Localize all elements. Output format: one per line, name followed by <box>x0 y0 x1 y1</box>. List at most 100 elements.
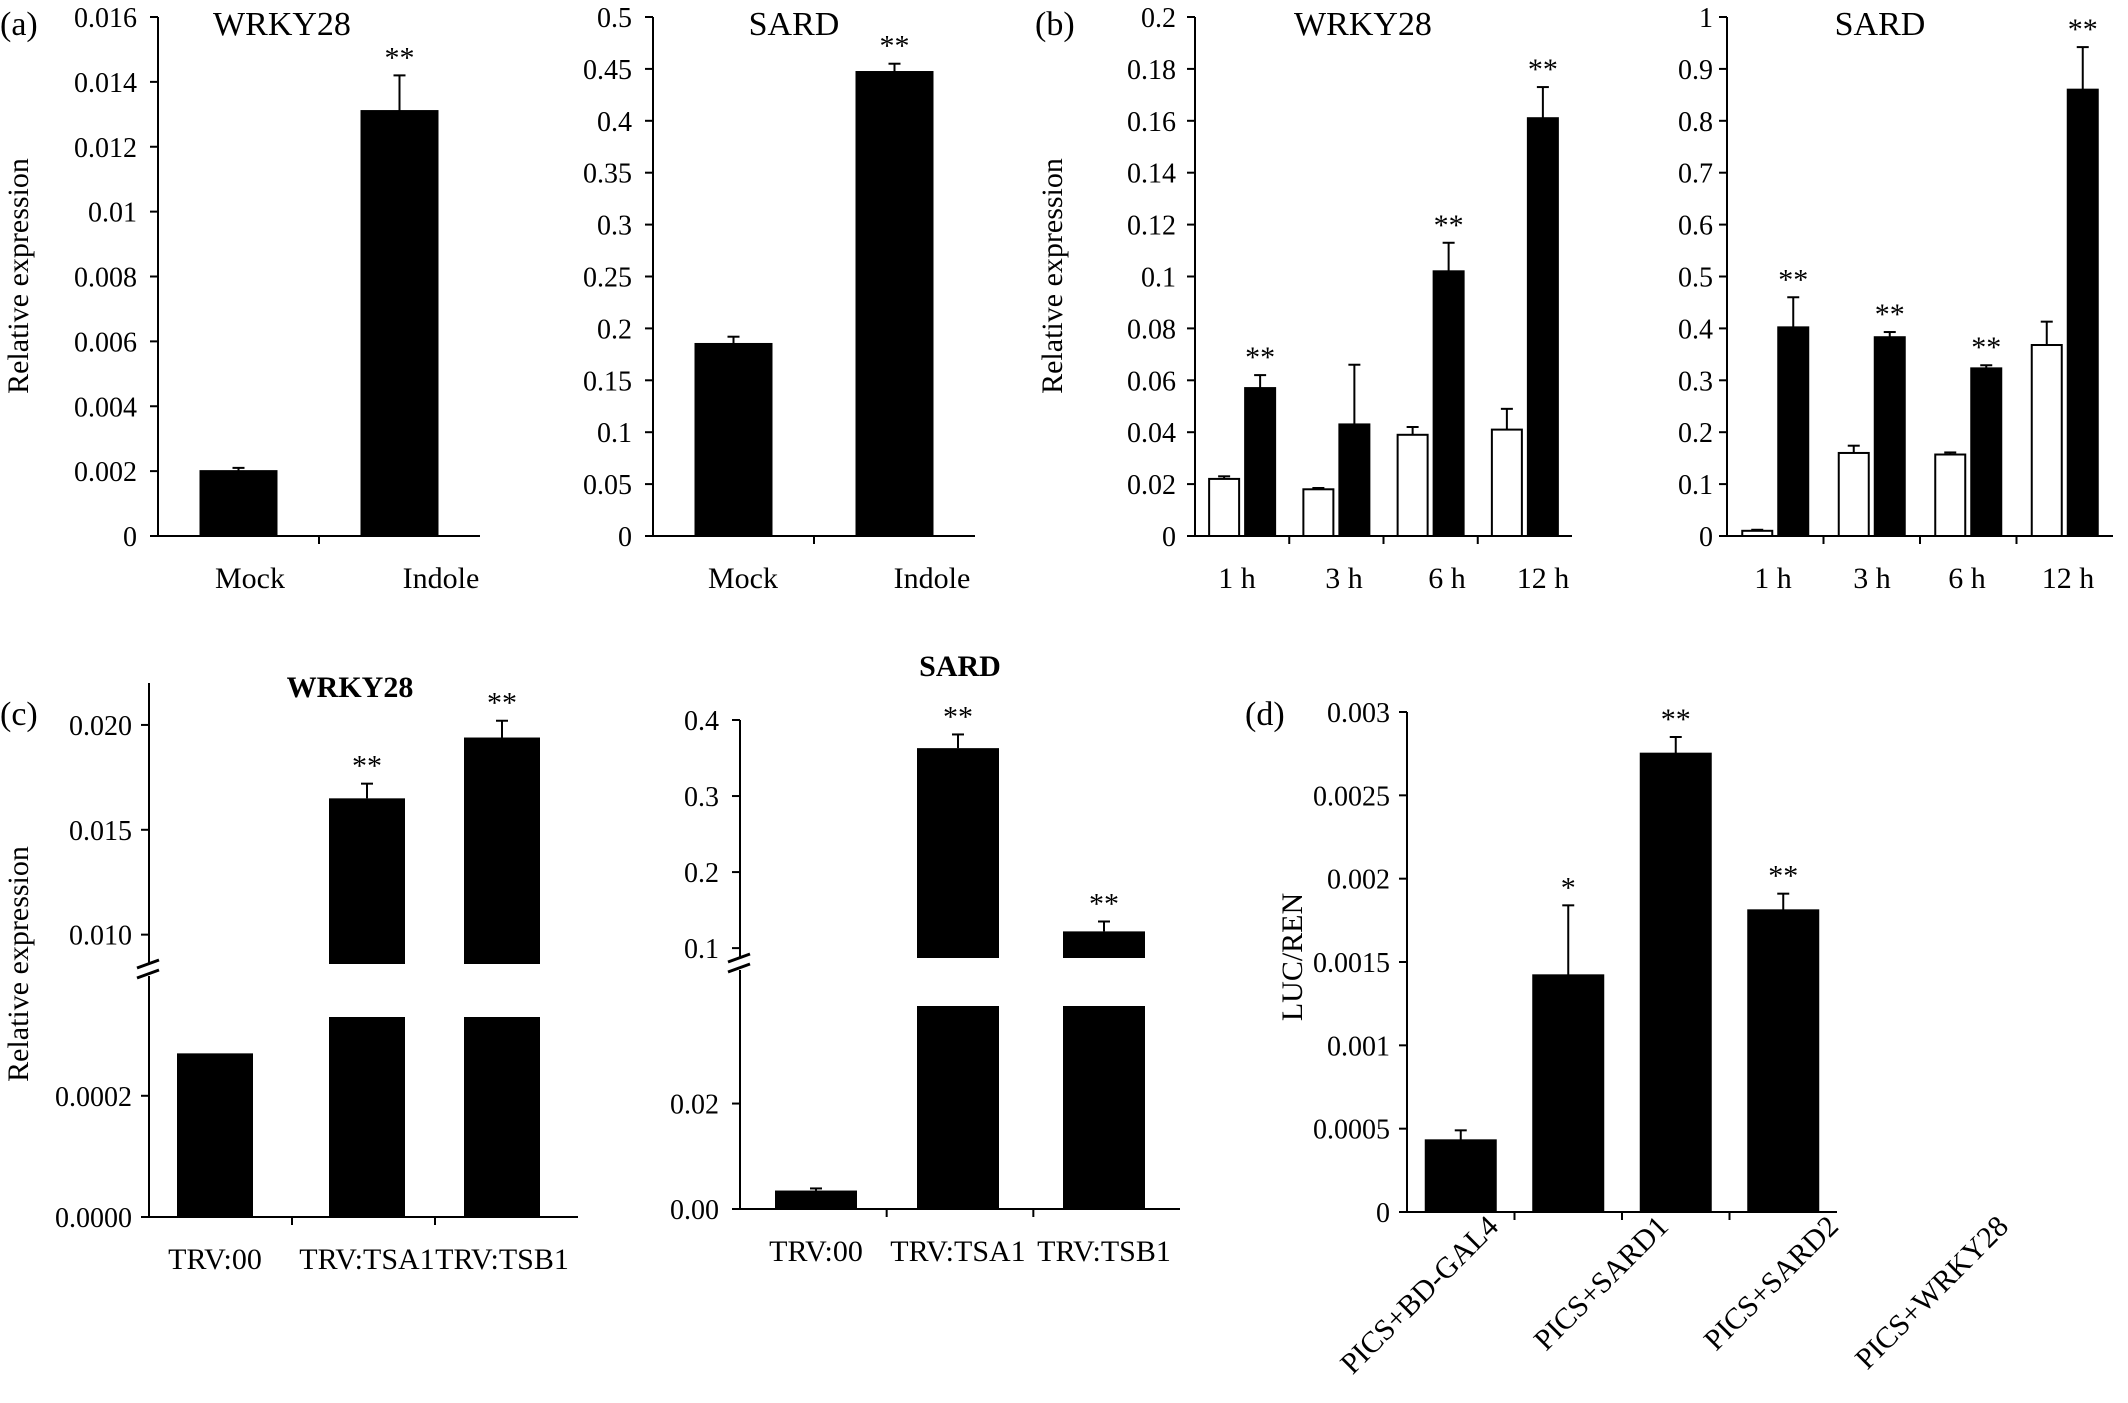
y-tick-label: 0.2 <box>597 314 632 345</box>
bar <box>1208 477 1241 538</box>
significance-marker: ** <box>880 30 910 63</box>
y-tick-label: 0.01 <box>88 198 137 229</box>
y-tick-label: 0.6 <box>1678 211 1713 242</box>
bar-upper-segment <box>464 737 540 964</box>
chart-title: WRKY28 <box>287 671 414 704</box>
significance-marker: ** <box>2068 13 2098 46</box>
y-tick-label: 0.003 <box>1327 698 1390 729</box>
x-category-label: 6 h <box>1948 562 1986 595</box>
y-tick-label: 0.35 <box>583 159 632 190</box>
y-axis-label: Relative expression <box>1036 158 1069 394</box>
y-tick-label: 0.1 <box>1678 470 1713 501</box>
bar <box>1741 529 1774 537</box>
y-tick-label: 0.1 <box>684 934 719 965</box>
y-tick-label: 0.006 <box>74 327 137 358</box>
x-category-label: 12 h <box>1517 562 1570 595</box>
bar <box>1934 453 1967 537</box>
y-tick-label: 0.2 <box>1141 3 1176 34</box>
x-category-label: 12 h <box>2042 562 2095 595</box>
bar <box>2030 344 2063 537</box>
bar-upper-segment <box>329 798 405 964</box>
y-tick-label: 0.0000 <box>55 1203 132 1234</box>
x-category-label: TRV:TSA1 <box>890 1235 1025 1268</box>
bar <box>199 470 278 537</box>
y-tick-label: 0.004 <box>74 392 137 423</box>
bar <box>1777 326 1810 537</box>
chart-title: SARD <box>1835 6 1926 43</box>
y-tick-label: 0.06 <box>1127 366 1176 397</box>
y-tick-label: 0.001 <box>1327 1031 1390 1062</box>
y-tick-label: 0.002 <box>74 457 137 488</box>
significance-marker: ** <box>1245 341 1275 374</box>
bar <box>855 71 934 537</box>
x-category-label: PICS+WRKY28 <box>1849 1210 2015 1376</box>
bar <box>1837 451 1870 537</box>
panel-label: (b) <box>1035 6 1075 43</box>
y-tick-label: 0.3 <box>1678 366 1713 397</box>
y-tick-label: 0.0005 <box>1313 1115 1390 1146</box>
x-category-label: Mock <box>215 562 285 595</box>
x-category-label: TRV:TSB1 <box>435 1243 569 1276</box>
y-tick-label: 0 <box>618 522 632 553</box>
y-tick-label: 0.05 <box>583 470 632 501</box>
chart-title: SARD <box>749 6 840 43</box>
panel-label: (c) <box>0 696 38 733</box>
significance-marker: ** <box>352 750 382 783</box>
significance-marker: ** <box>1778 263 1808 296</box>
bar <box>1396 433 1429 538</box>
bar <box>1424 1139 1497 1214</box>
y-tick-label: 0.014 <box>74 68 137 99</box>
bar-lower-segment <box>329 1017 405 1217</box>
significance-marker: ** <box>1089 888 1119 921</box>
bar <box>694 342 773 537</box>
axis-break-mark <box>136 958 160 970</box>
y-tick-label: 0.9 <box>1678 55 1713 86</box>
bar <box>1432 270 1465 537</box>
x-category-label: 3 h <box>1853 562 1891 595</box>
bar <box>1532 974 1605 1213</box>
y-tick-label: 0.0015 <box>1313 948 1390 979</box>
x-category-label: TRV:TSA1 <box>299 1243 434 1276</box>
y-tick-label: 0.016 <box>74 3 137 34</box>
x-category-label: 3 h <box>1325 562 1363 595</box>
y-tick-label: 0.1 <box>597 418 632 449</box>
y-tick-label: 0.5 <box>1678 263 1713 294</box>
y-axis-label: Relative expression <box>2 158 35 394</box>
y-tick-label: 0 <box>1699 522 1713 553</box>
x-category-label: 6 h <box>1428 562 1466 595</box>
x-category-label: Mock <box>708 562 778 595</box>
bar-lower-segment <box>464 1017 540 1217</box>
panel-label: (a) <box>0 6 38 43</box>
bar <box>2066 88 2099 537</box>
significance-marker: * <box>1561 871 1576 904</box>
panel-7: (d) LUC/REN 0 0.0005 0.001 0.0015 0.002 0.0025 0… <box>1245 696 2015 1380</box>
y-tick-label: 0.02 <box>1127 470 1176 501</box>
y-tick-label: 0.008 <box>74 263 137 294</box>
y-tick-label: 0.04 <box>1127 418 1176 449</box>
axis-break-mark <box>136 968 160 980</box>
y-tick-label: 0.2 <box>684 858 719 889</box>
x-category-label: Indole <box>894 562 971 595</box>
significance-marker: ** <box>487 687 517 720</box>
y-tick-label: 1 <box>1699 3 1713 34</box>
y-tick-label: 0.12 <box>1127 211 1176 242</box>
bar-upper-segment <box>1063 931 1145 958</box>
y-tick-label: 0.4 <box>684 706 719 737</box>
y-tick-label: 0.02 <box>670 1090 719 1121</box>
y-tick-label: 0.15 <box>583 366 632 397</box>
y-axis-label: Relative expression <box>2 846 35 1082</box>
bar <box>1338 423 1371 538</box>
bar <box>1747 909 1820 1213</box>
y-axis-label: LUC/REN <box>1276 893 1309 1021</box>
y-tick-label: 0.3 <box>684 782 719 813</box>
axis-break-mark <box>727 962 751 974</box>
y-tick-label: 0.012 <box>74 133 137 164</box>
y-tick-label: 0.25 <box>583 263 632 294</box>
bar <box>1302 488 1335 538</box>
y-tick-label: 0.18 <box>1127 55 1176 86</box>
y-tick-label: 0.8 <box>1678 107 1713 138</box>
bar <box>1639 752 1712 1214</box>
y-tick-label: 0.010 <box>69 921 132 952</box>
bar <box>1873 336 1906 537</box>
